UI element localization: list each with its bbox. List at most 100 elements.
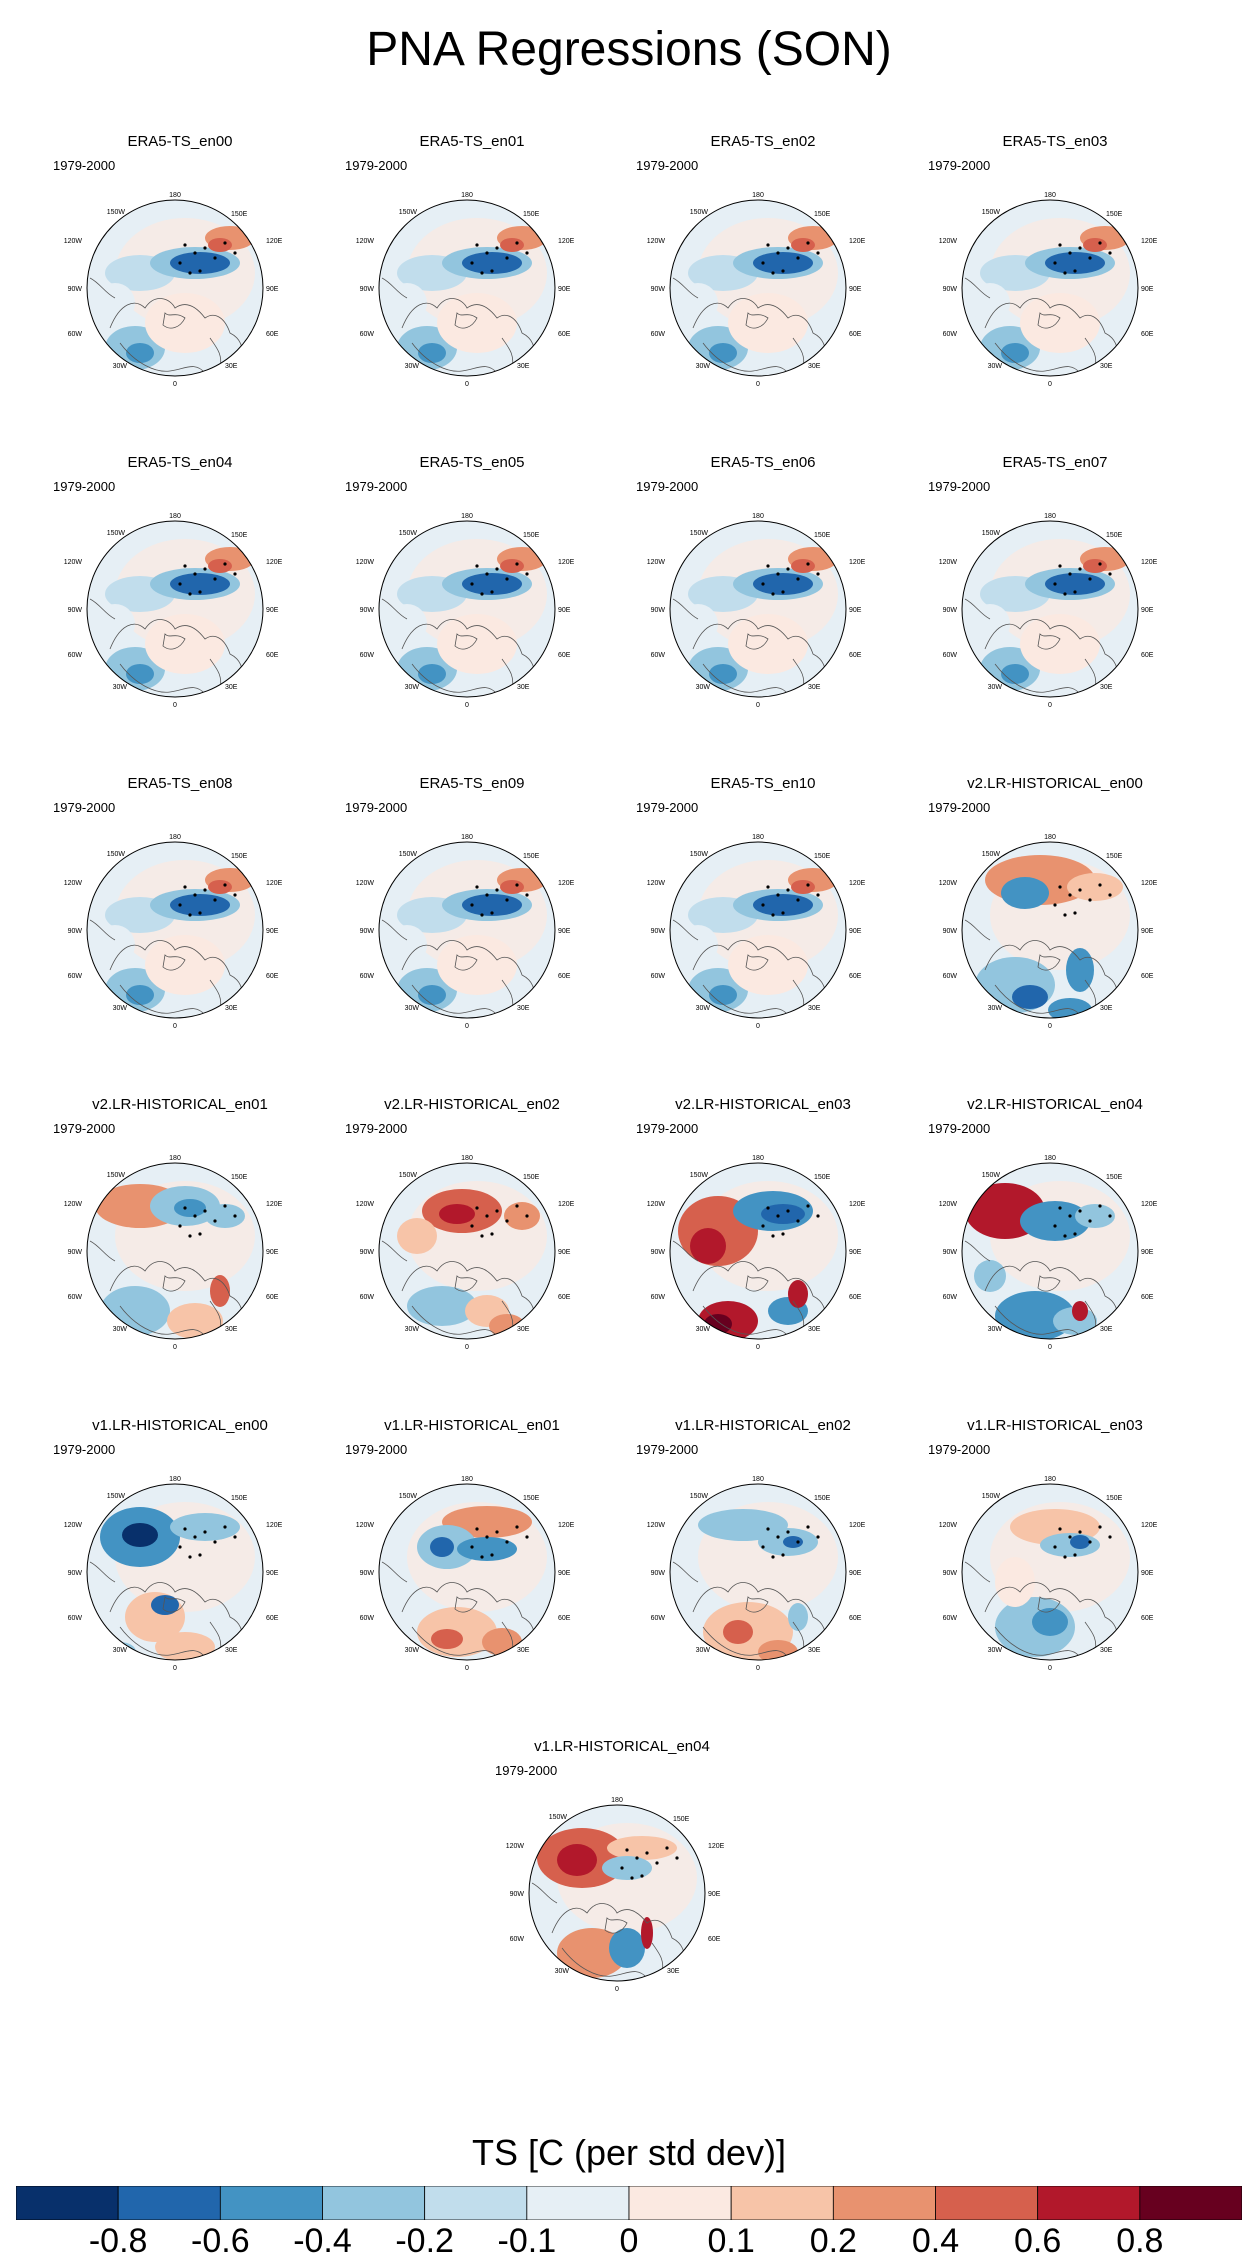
significance-dot [776, 1214, 780, 1218]
longitude-label-bottom-right: 30E [517, 684, 530, 691]
significance-dot [193, 251, 197, 255]
significance-dot [193, 1214, 197, 1218]
significance-dot [1098, 1525, 1102, 1529]
map-boundary [961, 199, 1139, 377]
significance-dot [475, 1206, 479, 1210]
map-panel: 180 150W 150E 120W 120E 90W 90E 60W 60E 30W 30E 0 v2… [628, 1096, 898, 1396]
anomaly-region [758, 1640, 798, 1660]
significance-dot [213, 256, 217, 260]
panel-period: 1979-2000 [345, 1442, 408, 1457]
longitude-label-bottom: 0 [173, 1665, 177, 1672]
longitude-label-bottom-right: 30E [517, 1005, 530, 1012]
significance-dot [183, 243, 187, 247]
significance-dot [1058, 564, 1062, 568]
significance-dot [178, 1224, 182, 1228]
significance-dot [1058, 885, 1062, 889]
longitude-label-top-left: 150W [107, 1493, 126, 1500]
longitude-label-top-left: 150W [107, 851, 126, 858]
coastline-greenland [1037, 954, 1061, 971]
panel-period: 1979-2000 [636, 800, 699, 815]
map-panel: 180 150W 150E 120W 120E 90W 90E 60W 60E 30W 30E 0 v2… [920, 775, 1190, 1075]
significance-dot [525, 1535, 529, 1539]
longitude-label-top-left: 150W [107, 1172, 126, 1179]
significance-dot [495, 888, 499, 892]
significance-dot [490, 590, 494, 594]
anomaly-region [500, 559, 524, 573]
polar-map: 180 150W 150E 120W 120E 90W 90E 60W 60E 30W 30E 0 [356, 513, 575, 709]
longitude-label-bottom-right: 30E [1100, 1326, 1113, 1333]
panel-period: 1979-2000 [495, 1763, 558, 1778]
coastline-greenland [162, 954, 186, 971]
longitude-label-right: 90E [266, 1570, 279, 1577]
polar-map: 180 150W 150E 120W 120E 90W 90E 60W 60E 30W 30E 0 [64, 513, 283, 709]
longitude-label-bottom: 0 [173, 381, 177, 388]
panel-period: 1979-2000 [928, 1442, 991, 1457]
significance-dot [485, 572, 489, 576]
panel-title: v1.LR-HISTORICAL_en04 [534, 1738, 710, 1755]
significance-dot [1108, 251, 1112, 255]
significance-dot [1078, 1530, 1082, 1534]
significance-dot [1073, 1232, 1077, 1236]
significance-dot [1058, 1527, 1062, 1531]
panel-title: ERA5-TS_en03 [1002, 133, 1108, 150]
significance-dot [786, 567, 790, 571]
map-boundary [378, 199, 556, 377]
significance-dot [515, 1525, 519, 1529]
significance-dot [515, 562, 519, 566]
coastline-atlantic [702, 663, 789, 695]
significance-dot [796, 256, 800, 260]
coastline-northern [984, 298, 1118, 359]
longitude-label-bottom-right: 30E [1100, 1005, 1113, 1012]
anomaly-region [208, 880, 232, 894]
longitude-label-left: 90W [943, 286, 958, 293]
significance-dot [771, 1555, 775, 1559]
longitude-label-lower-right: 60E [1141, 1615, 1154, 1622]
longitude-label-top-right: 150E [814, 1174, 831, 1181]
longitude-label-left: 90W [68, 928, 83, 935]
significance-dot [1063, 1234, 1067, 1238]
longitude-label-upper-left: 120W [647, 1201, 666, 1208]
significance-dot [470, 582, 474, 586]
coastline-alaska [964, 1561, 991, 1583]
significance-dot [1073, 911, 1077, 915]
longitude-label-upper-left: 120W [356, 238, 375, 245]
longitude-label-top: 180 [169, 192, 181, 199]
longitude-label-top-right: 150E [1106, 1174, 1123, 1181]
significance-dot [771, 913, 775, 917]
significance-dot [1073, 1553, 1077, 1557]
longitude-label-upper-right: 120E [266, 238, 283, 245]
panel-period: 1979-2000 [636, 479, 699, 494]
anomaly-region [678, 604, 718, 644]
coastline-northern [692, 940, 826, 1001]
significance-dot [1053, 582, 1057, 586]
longitude-label-bottom-left: 30W [405, 1647, 420, 1654]
coastline-greenland [162, 1596, 186, 1613]
coastline-northern [984, 619, 1118, 680]
longitude-label-top-right: 150E [231, 1174, 248, 1181]
panel-title: ERA5-TS_en01 [419, 133, 525, 150]
significance-dot [786, 1530, 790, 1534]
significance-dot [796, 1219, 800, 1223]
colorbar-segment [117, 2186, 221, 2220]
significance-dot [1063, 1555, 1067, 1559]
longitude-label-top: 180 [752, 192, 764, 199]
anomaly-region [641, 1917, 653, 1949]
longitude-label-left: 90W [651, 928, 666, 935]
coastline-alaska [381, 277, 408, 299]
longitude-label-upper-right: 120E [1141, 880, 1158, 887]
colorbar-segment [526, 2186, 630, 2220]
map-boundary [86, 1483, 264, 1661]
anomaly-region [482, 1628, 522, 1656]
longitude-label-upper-left: 120W [939, 880, 958, 887]
anomaly-region [1032, 1608, 1068, 1636]
significance-dot [233, 572, 237, 576]
coastline-northern [109, 619, 243, 680]
longitude-label-right: 90E [849, 286, 862, 293]
longitude-label-upper-left: 120W [647, 238, 666, 245]
significance-dot [1108, 1535, 1112, 1539]
longitude-label-upper-left: 120W [506, 1843, 525, 1850]
figure-title: PNA Regressions (SON) [366, 23, 892, 76]
panel-period: 1979-2000 [345, 479, 408, 494]
map-panel: 180 150W 150E 120W 120E 90W 90E 60W 60E 30W 30E 0 ER… [337, 775, 607, 1075]
coastline-greenland [162, 312, 186, 329]
